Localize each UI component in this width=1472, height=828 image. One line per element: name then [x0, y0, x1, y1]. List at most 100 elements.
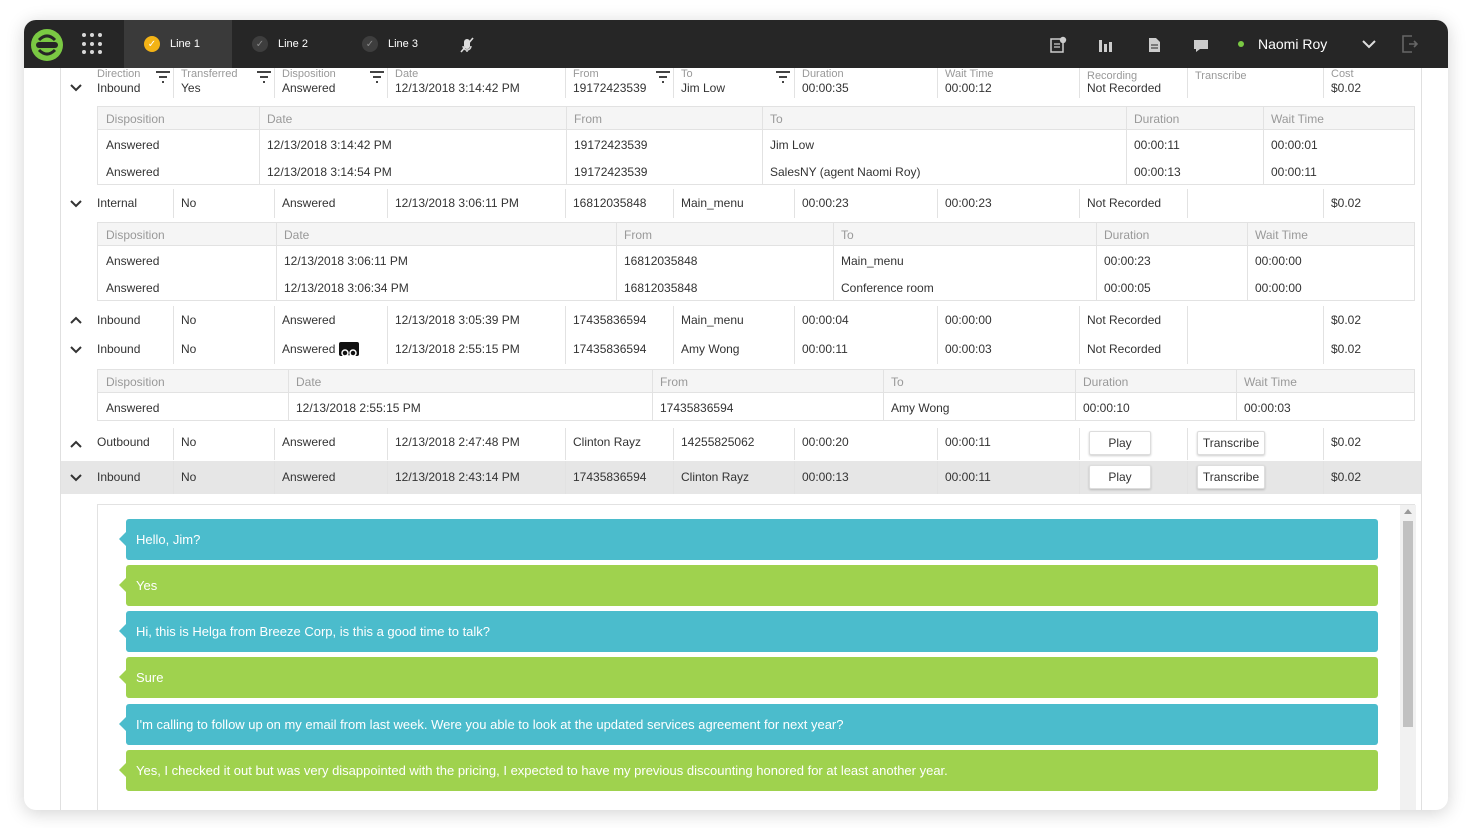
sub-cell: 00:00:03 — [1244, 401, 1291, 415]
call-legs-table: Disposition Date From To Duration Wait T… — [97, 106, 1415, 185]
sub-cell: 00:00:13 — [1134, 165, 1181, 179]
check-icon: ✓ — [144, 36, 160, 52]
transcript-message: Yes, I checked it out but was very disap… — [119, 750, 1378, 791]
voicemail-icon[interactable] — [339, 341, 360, 357]
play-button[interactable]: Play — [1089, 465, 1151, 489]
duration-value: 00:00:20 — [802, 435, 849, 449]
transcribe-button[interactable]: Transcribe — [1197, 465, 1265, 489]
top-bar: ✓ Line 1 ✓ Line 2 ✓ Line 3 — [24, 20, 1448, 68]
user-name: Naomi Roy — [1258, 36, 1328, 52]
column-header[interactable]: Transferred — [181, 68, 238, 80]
sub-header: Duration — [1104, 228, 1150, 242]
filter-icon[interactable] — [155, 71, 171, 83]
sub-cell: 16812035848 — [624, 254, 698, 268]
chevron-down-icon[interactable] — [69, 197, 83, 211]
column-header[interactable]: Duration — [802, 68, 844, 80]
table-row[interactable]: Inbound No Answered 12/13/2018 3:05:39 P… — [61, 306, 1421, 364]
transcript-panel[interactable]: Hello, Jim? Yes Hi, this is Helga from B… — [97, 504, 1416, 810]
apps-grid-icon[interactable] — [82, 33, 104, 55]
chat-icon[interactable] — [1192, 36, 1210, 54]
wait-time-value: 00:00:11 — [945, 435, 991, 449]
to-value: Main_menu — [681, 313, 744, 327]
wait-time-value: 00:00:03 — [945, 342, 992, 356]
disposition-value: Answered — [282, 342, 336, 356]
column-header[interactable]: Date — [395, 68, 419, 80]
wait-time-value: 00:00:00 — [945, 313, 992, 327]
table-row[interactable]: Outbound No Answered 12/13/2018 2:47:48 … — [61, 428, 1421, 460]
disposition-value: Answered — [282, 470, 336, 484]
sub-cell: Answered — [106, 281, 160, 295]
sub-cell: Jim Low — [770, 138, 815, 152]
mute-icon[interactable] — [458, 36, 476, 54]
sub-header: Wait Time — [1244, 375, 1297, 389]
sub-cell: 00:00:10 — [1083, 401, 1130, 415]
disposition-value: Answered — [282, 435, 336, 449]
check-icon: ✓ — [252, 36, 268, 52]
recording-value: Not Recorded — [1087, 81, 1162, 95]
disposition-cell: Answered — [282, 335, 360, 364]
filter-icon[interactable] — [256, 71, 272, 83]
transcript-message: I'm calling to follow up on my email fro… — [119, 704, 1378, 745]
logo-icon[interactable] — [30, 28, 64, 62]
sub-cell: 12/13/2018 3:14:54 PM — [267, 165, 392, 179]
recording-value: Not Recorded — [1087, 313, 1162, 327]
check-icon: ✓ — [362, 36, 378, 52]
table-row[interactable]: Inbound No Answered 12/13/2018 2:43:14 P… — [61, 461, 1421, 494]
wait-time-value: 00:00:11 — [945, 470, 991, 484]
from-value: 17435836594 — [573, 313, 647, 327]
stats-icon[interactable] — [1097, 36, 1115, 54]
column-header[interactable]: Wait Time — [945, 68, 994, 80]
sub-header: From — [660, 375, 688, 389]
document-icon[interactable] — [1145, 36, 1163, 54]
sub-cell: 19172423539 — [574, 138, 648, 152]
chevron-up-icon[interactable] — [69, 313, 83, 327]
tab-label: Line 3 — [388, 38, 418, 50]
direction-value: Inbound — [97, 342, 141, 356]
sub-header: From — [574, 112, 602, 126]
to-value: Main_menu — [681, 196, 744, 210]
tab-line-2[interactable]: ✓ Line 2 — [232, 20, 340, 68]
recording-value: Not Recorded — [1087, 196, 1162, 210]
filter-icon[interactable] — [369, 71, 385, 83]
tab-line-1[interactable]: ✓ Line 1 — [124, 20, 232, 68]
chevron-down-icon[interactable] — [69, 471, 83, 485]
table-row[interactable]: Inbound No Answered 12/13/2018 2:55:15 P… — [61, 335, 1421, 364]
column-header[interactable]: Disposition — [282, 68, 336, 80]
sub-cell: 16812035848 — [624, 281, 698, 295]
logout-icon[interactable] — [1400, 34, 1418, 54]
chevron-down-icon[interactable] — [1361, 36, 1377, 52]
sub-cell: Amy Wong — [891, 401, 950, 415]
date-value: 12/13/2018 2:55:15 PM — [395, 342, 520, 356]
transcript-scrollbar[interactable] — [1400, 505, 1416, 810]
table-row[interactable]: Direction Inbound Transferred Yes Dispos… — [61, 68, 1421, 98]
user-menu[interactable]: Naomi Roy — [1238, 20, 1327, 68]
sub-header: From — [624, 228, 652, 242]
sub-header: Date — [296, 375, 322, 389]
cost-value: $0.02 — [1331, 81, 1362, 95]
wait-time-value: 00:00:23 — [945, 196, 992, 210]
date-value: 12/13/2018 3:06:11 PM — [395, 196, 519, 210]
reports-icon[interactable] — [1049, 36, 1067, 54]
column-header[interactable]: From — [573, 68, 599, 80]
column-header[interactable]: Cost — [1331, 68, 1354, 80]
scroll-up-arrow-icon[interactable] — [1404, 509, 1412, 514]
scrollbar-thumb[interactable] — [1403, 521, 1413, 727]
to-value: Jim Low — [681, 81, 726, 95]
duration-value: 00:00:23 — [802, 196, 849, 210]
column-header[interactable]: Recording — [1087, 70, 1138, 82]
filter-icon[interactable] — [775, 71, 791, 83]
transcript-message: Yes — [119, 565, 1378, 606]
table-row[interactable]: Internal No Answered 12/13/2018 3:06:11 … — [61, 189, 1421, 218]
app-window: ✓ Line 1 ✓ Line 2 ✓ Line 3 — [24, 20, 1448, 810]
chevron-up-icon[interactable] — [69, 437, 83, 451]
column-header[interactable]: Direction — [97, 68, 141, 80]
column-header[interactable]: Transcribe — [1195, 70, 1247, 82]
filter-icon[interactable] — [655, 71, 671, 83]
chevron-down-icon[interactable] — [69, 81, 83, 95]
tab-line-3[interactable]: ✓ Line 3 — [342, 20, 450, 68]
play-button[interactable]: Play — [1089, 431, 1151, 455]
chevron-down-icon[interactable] — [69, 343, 83, 357]
from-value: 17435836594 — [573, 470, 647, 484]
transcribe-button[interactable]: Transcribe — [1197, 431, 1265, 455]
column-header[interactable]: To — [681, 68, 693, 80]
